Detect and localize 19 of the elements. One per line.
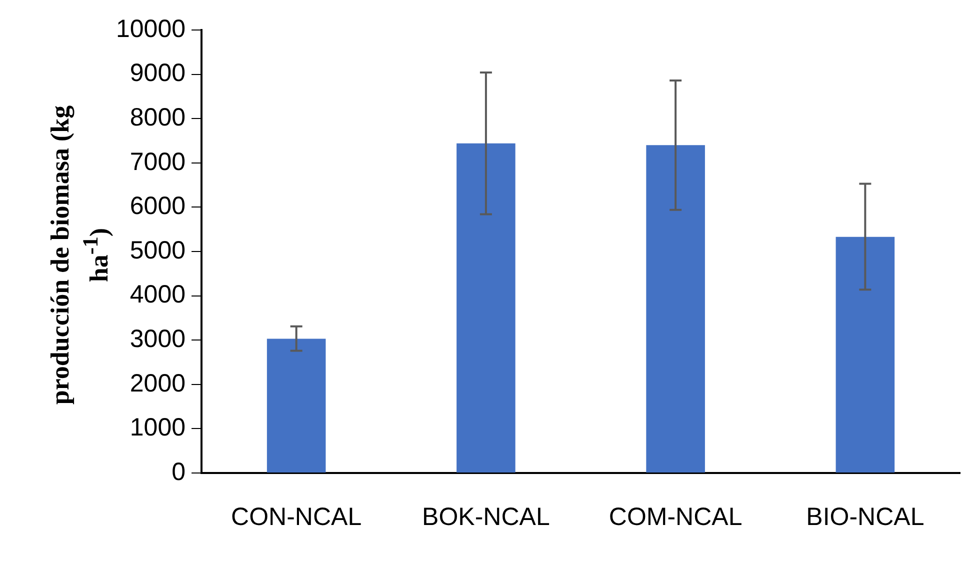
bar [456, 143, 516, 472]
y-tick-label: 4000 [130, 280, 186, 309]
bar [836, 236, 895, 472]
y-tick-label: 9000 [130, 59, 186, 88]
y-tick-label: 7000 [130, 148, 186, 176]
bar [646, 145, 705, 472]
x-tick-label: CON-NCAL [231, 502, 362, 531]
y-tick-label: 3000 [130, 324, 186, 353]
y-tick-label: 6000 [130, 192, 186, 220]
y-tick-label: 1000 [130, 414, 186, 442]
y-tick-label: 5000 [130, 236, 186, 264]
x-tick-label: COM-NCAL [608, 502, 742, 531]
x-tick-label: BOK-NCAL [422, 502, 550, 531]
x-tick-label: BIO-NCAL [806, 502, 924, 531]
y-tick-label: 10000 [116, 14, 186, 43]
bar [266, 338, 326, 472]
y-tick-label: 0 [172, 458, 186, 486]
y-tick-label: 8000 [130, 103, 186, 132]
y-tick-label: 2000 [130, 369, 186, 398]
